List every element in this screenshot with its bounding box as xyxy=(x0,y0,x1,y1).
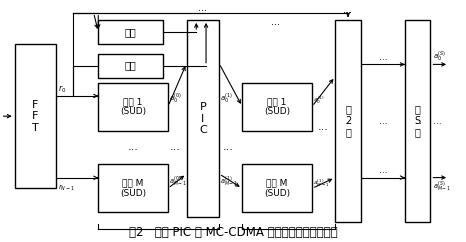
Bar xyxy=(98,164,168,212)
Text: $a_{M-1}^{(1)}$: $a_{M-1}^{(1)}$ xyxy=(313,177,329,189)
Text: $a_{M-1}^{(0)}$: $a_{M-1}^{(0)}$ xyxy=(169,175,187,189)
Text: $r_{N-1}$: $r_{N-1}$ xyxy=(58,182,75,192)
Text: P
I
C: P I C xyxy=(199,102,207,135)
Text: ...: ... xyxy=(343,5,352,15)
Text: $a_0^{(1)}$: $a_0^{(1)}$ xyxy=(220,92,233,106)
Text: 用户 M
(SUD): 用户 M (SUD) xyxy=(264,179,290,198)
Text: $a_0^{(S)}$: $a_0^{(S)}$ xyxy=(433,50,446,64)
Text: 用户 M
(SUD): 用户 M (SUD) xyxy=(120,179,146,198)
Bar xyxy=(98,20,163,44)
Text: 用户 1
(SUD): 用户 1 (SUD) xyxy=(264,97,290,116)
Text: 时延: 时延 xyxy=(125,27,137,37)
Text: ...: ... xyxy=(344,116,352,126)
Bar xyxy=(242,164,312,212)
Bar xyxy=(405,20,431,222)
Text: $a_0^{(0)}$: $a_0^{(0)}$ xyxy=(169,92,182,106)
Text: 第
2
级: 第 2 级 xyxy=(345,104,351,138)
Text: ...: ... xyxy=(318,122,329,132)
Text: F
F
T: F F T xyxy=(32,100,39,133)
Text: 用户 1
(SUD): 用户 1 (SUD) xyxy=(120,97,146,116)
Text: ...: ... xyxy=(433,116,442,126)
Bar xyxy=(335,20,361,222)
Bar xyxy=(186,20,219,217)
Text: 时延: 时延 xyxy=(125,61,137,71)
Text: ...: ... xyxy=(378,53,387,62)
Bar xyxy=(242,83,312,131)
Text: ...: ... xyxy=(414,116,422,126)
Text: ...: ... xyxy=(170,143,180,152)
Text: $a_{M-1}^{(1)}$: $a_{M-1}^{(1)}$ xyxy=(220,175,238,189)
Text: $r_0$: $r_0$ xyxy=(58,83,66,95)
Text: 图2   基于 PIC 的 MC-CDMA 系统多级检测原理框图: 图2 基于 PIC 的 MC-CDMA 系统多级检测原理框图 xyxy=(129,226,337,239)
Bar xyxy=(98,54,163,78)
Bar xyxy=(14,44,56,188)
Text: ...: ... xyxy=(378,166,387,175)
Text: ...: ... xyxy=(128,143,138,152)
Text: ...: ... xyxy=(223,143,234,152)
Text: ...: ... xyxy=(271,17,280,27)
Text: 第
S
级: 第 S 级 xyxy=(415,104,421,138)
Text: ...: ... xyxy=(378,116,387,126)
Text: $a_0^{(1)}$: $a_0^{(1)}$ xyxy=(313,95,325,106)
Text: ...: ... xyxy=(199,3,207,13)
Bar xyxy=(98,83,168,131)
Text: $a_{M-1}^{(S)}$: $a_{M-1}^{(S)}$ xyxy=(433,180,451,194)
